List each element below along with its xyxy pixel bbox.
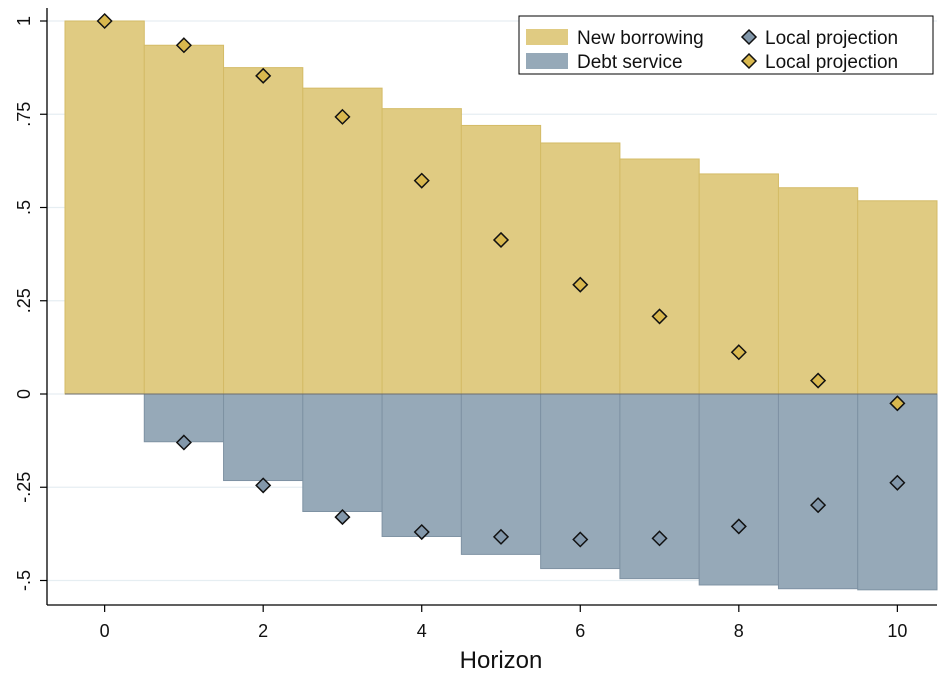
debt-service-projection-marker	[572, 531, 589, 548]
new-borrowing-bar	[381, 108, 462, 395]
x-tick-label: 10	[887, 621, 907, 641]
debt-service-bar	[698, 393, 779, 586]
y-tick-label: .5	[14, 200, 34, 215]
legend-item-new-borrowing: New borrowing	[526, 28, 704, 49]
new-borrowing-bar	[302, 87, 383, 395]
y-tick-label: -.25	[14, 472, 34, 503]
debt-service-projection-marker	[730, 518, 747, 535]
legend-marker	[740, 52, 758, 70]
debt-service-bar	[381, 393, 462, 537]
debt-service-projection-marker	[334, 509, 351, 526]
debt-service-projection-marker	[413, 523, 430, 541]
legend-item-local-projection-debt: Local projection	[740, 28, 898, 49]
debt-service-projection-marker	[651, 530, 668, 547]
x-tick-label: 4	[417, 621, 427, 641]
new-borrowing-projection-marker	[889, 395, 906, 412]
new-borrowing-bar	[460, 124, 542, 395]
y-tick-label: 0	[14, 389, 34, 399]
new-borrowing-bar	[223, 67, 304, 395]
new-borrowing-bar	[619, 158, 700, 395]
y-tick-label: .75	[14, 102, 34, 127]
new-borrowing-bar	[698, 173, 779, 395]
debt-service-bar	[143, 393, 225, 443]
new-borrowing-projection-marker	[334, 108, 351, 125]
new-borrowing-bar	[143, 44, 225, 395]
new-borrowing-projection-marker	[255, 67, 272, 84]
legend-label: Debt service	[577, 52, 683, 73]
y-tick-label: -.5	[14, 570, 34, 591]
debt-service-bar	[777, 393, 859, 590]
new-borrowing-projection-marker	[175, 37, 192, 54]
legend-swatch	[526, 53, 568, 69]
x-tick-label: 6	[575, 621, 585, 641]
new-borrowing-bar	[540, 142, 621, 395]
x-axis-title: Horizon	[460, 647, 543, 674]
debt-service-bar	[619, 393, 700, 580]
legend-label: New borrowing	[577, 28, 704, 49]
y-tick-label: .25	[14, 288, 34, 313]
debt-service-projection-marker	[492, 528, 510, 545]
new-borrowing-projection-marker	[492, 231, 510, 249]
legend-item-debt-service: Debt service	[526, 52, 683, 73]
legend-box	[518, 15, 934, 75]
markers	[96, 12, 906, 548]
debt-service-bar	[223, 393, 304, 482]
debt-service-bar	[302, 393, 383, 512]
new-borrowing-projection-marker	[413, 172, 430, 189]
new-borrowing-projection-marker	[730, 344, 747, 361]
new-borrowing-bar	[64, 20, 145, 395]
x-tick-label: 8	[734, 621, 744, 641]
legend-item-local-projection-borrowing: Local projection	[740, 52, 898, 73]
debt-service-bar	[460, 393, 542, 555]
axes	[46, 8, 937, 606]
new-borrowing-projection-marker	[651, 308, 668, 325]
legend-marker	[740, 28, 758, 46]
new-borrowing-projection-marker	[572, 276, 589, 293]
y-tick-label: 1	[14, 16, 34, 26]
new-borrowing-bar	[857, 200, 938, 395]
legend-label: Local projection	[765, 28, 898, 49]
legend: New borrowing Local projection Debt servic…	[518, 15, 934, 75]
new-borrowing-projection-marker	[96, 12, 113, 30]
debt-service-projection-marker	[889, 474, 906, 491]
legend-label: Local projection	[765, 52, 898, 73]
legend-swatch	[526, 29, 568, 45]
new-borrowing-projection-marker	[810, 372, 827, 389]
debt-service-bar	[857, 393, 938, 591]
x-tick-label: 2	[258, 621, 268, 641]
debt-service-projection-marker	[175, 434, 192, 451]
new-borrowing-bar	[777, 187, 859, 395]
debt-service-projection-marker	[255, 477, 272, 494]
x-tick-label: 0	[100, 621, 110, 641]
bars	[64, 20, 938, 591]
debt-service-projection-marker	[810, 497, 827, 514]
